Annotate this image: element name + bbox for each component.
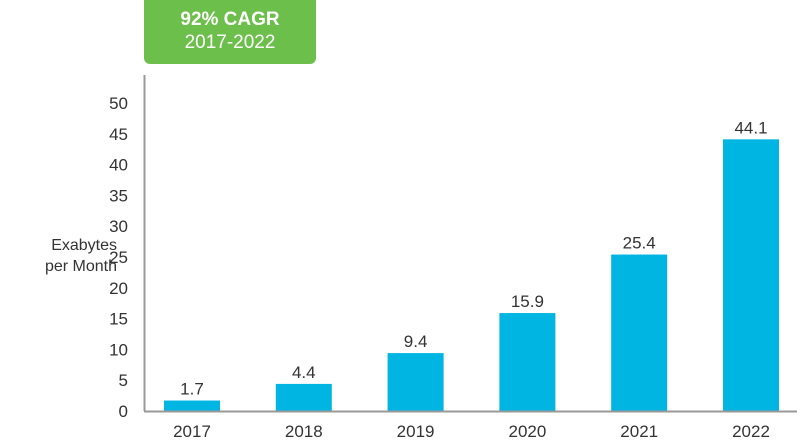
x-tick-label: 2017 [173,422,211,441]
data-label-2022: 44.1 [734,118,767,137]
cagr-badge: 92% CAGR 2017-2022 [144,0,316,64]
x-tick-label: 2018 [285,422,323,441]
y-tick-label: 20 [109,279,128,298]
bar-2017 [164,400,220,411]
y-tick-label: 45 [109,125,128,144]
y-tick-label: 10 [109,340,128,359]
y-tick-label: 0 [119,402,128,421]
data-label-2021: 25.4 [623,234,656,253]
data-label-2018: 4.4 [292,363,316,382]
bar-2021 [611,254,668,411]
y-axis-label-line1: Exabytes [51,237,117,254]
data-labels: 1.7 4.4 9.4 15.9 25.4 44.1 [180,118,767,398]
y-axis-label: Exabytes per Month [0,235,117,277]
y-tick-label: 50 [109,94,128,113]
x-tick-labels: 2017 2018 2019 2020 2021 2022 [173,422,770,441]
y-tick-label: 35 [109,186,128,205]
x-tick-label: 2022 [732,422,770,441]
bars [164,139,779,411]
data-label-2020: 15.9 [511,292,544,311]
y-tick-labels: 0 5 10 15 20 25 30 35 40 45 50 [109,94,128,421]
bar-2020 [499,313,556,411]
bar-2018 [275,383,332,411]
data-label-2017: 1.7 [180,380,204,399]
y-tick-label: 25 [109,248,128,267]
cagr-value: 92% CAGR [180,9,280,30]
bar-2022 [723,139,779,411]
y-axis-label-line2: per Month [44,258,117,275]
y-tick-label: 40 [109,156,128,175]
y-tick-label: 30 [109,217,128,236]
cagr-period: 2017-2022 [184,32,276,53]
y-tick-label: 15 [109,310,128,329]
y-tick-label: 5 [119,371,128,390]
x-tick-label: 2021 [620,422,658,441]
data-label-2019: 9.4 [404,332,428,351]
bar-2019 [387,353,444,411]
x-tick-label: 2020 [508,422,546,441]
x-tick-label: 2019 [397,422,435,441]
